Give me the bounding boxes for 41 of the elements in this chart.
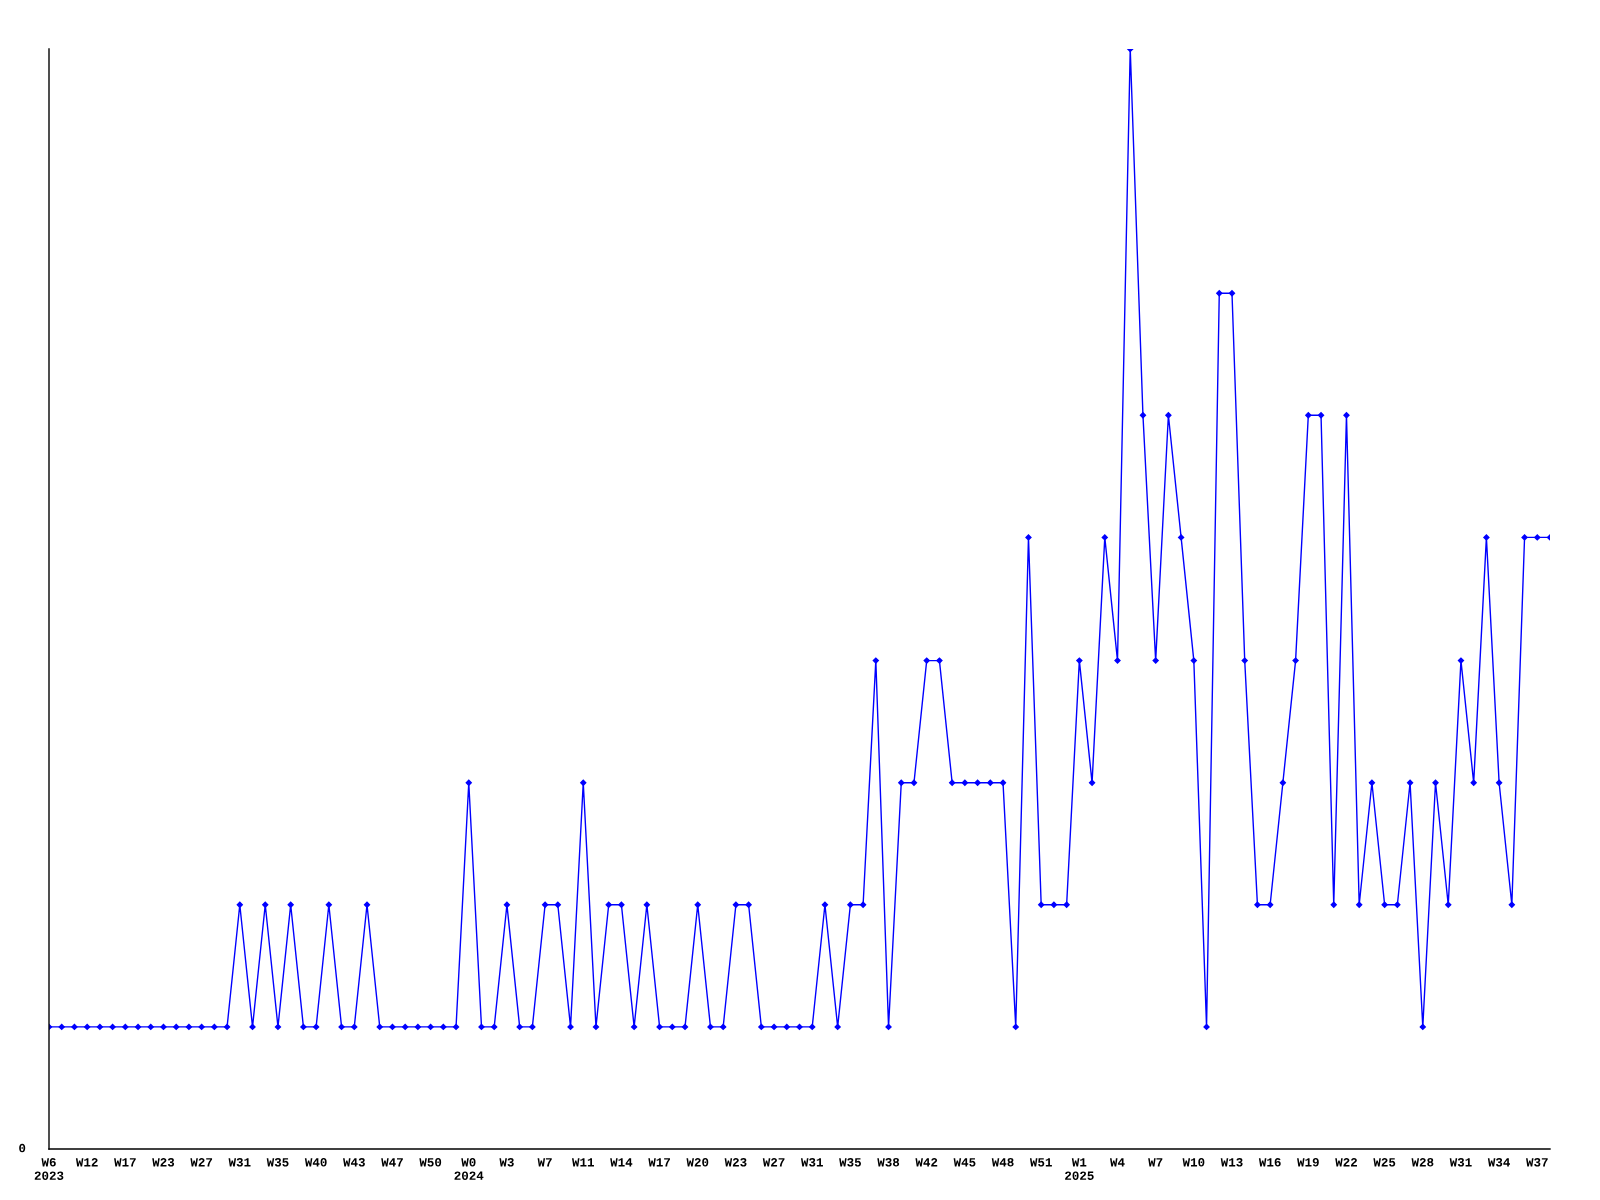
- x-tick-label: W17: [648, 1158, 670, 1167]
- x-tick-label: W3: [499, 1158, 514, 1167]
- x-tick-label: W51: [1029, 1158, 1052, 1167]
- x-tick-label: W37: [1526, 1158, 1548, 1167]
- x-tick-label: W12: [75, 1158, 98, 1167]
- x-tick-label: W31: [228, 1158, 251, 1167]
- x-tick-label: W48: [991, 1158, 1014, 1167]
- x-tick-label: W11: [572, 1158, 594, 1167]
- x-tick-label: W17: [114, 1158, 136, 1167]
- x-tick-label: W13: [1220, 1158, 1243, 1167]
- x-tick-label: W34: [1487, 1158, 1510, 1167]
- x-tick-label: W28: [1411, 1158, 1434, 1167]
- x-tick-label: W1 2025: [1065, 1158, 1094, 1180]
- text: 0: [19, 1143, 26, 1153]
- x-tick-label: W40: [304, 1158, 327, 1167]
- x-tick-label: W7: [1148, 1158, 1163, 1167]
- x-tick-label: W27: [190, 1158, 213, 1167]
- x-tick-label: W7: [537, 1158, 552, 1167]
- x-tick-label: W27: [762, 1158, 785, 1167]
- x-tick-label: W23: [152, 1158, 175, 1167]
- x-tick-label: W42: [915, 1158, 938, 1167]
- x-tick-label: W47: [381, 1158, 403, 1167]
- x-tick-label: W6 2023: [34, 1158, 64, 1180]
- x-tick-label: W50: [419, 1158, 442, 1167]
- x-tick-label: W35: [839, 1158, 861, 1167]
- x-tick-label: W10: [1182, 1158, 1205, 1167]
- x-tick-label: W19: [1297, 1158, 1319, 1167]
- x-tick-label: W31: [800, 1158, 823, 1167]
- x-tick-label: W16: [1258, 1158, 1281, 1167]
- x-tick-label: W38: [877, 1158, 900, 1167]
- x-tick-label: W14: [610, 1158, 633, 1167]
- x-tick-label: W31: [1449, 1158, 1472, 1167]
- x-tick-label: W43: [343, 1158, 365, 1167]
- x-tick-label: W35: [266, 1158, 289, 1167]
- x-tick-label: W4: [1110, 1158, 1125, 1167]
- x-tick-label: W20: [686, 1158, 709, 1167]
- x-tick-label: W22: [1335, 1158, 1357, 1167]
- x-tick-label: W45: [953, 1158, 976, 1167]
- x-tick-label: W23: [724, 1158, 747, 1167]
- x-tick-label: W25: [1373, 1158, 1396, 1167]
- x-tick-label: W0 2024: [454, 1158, 484, 1180]
